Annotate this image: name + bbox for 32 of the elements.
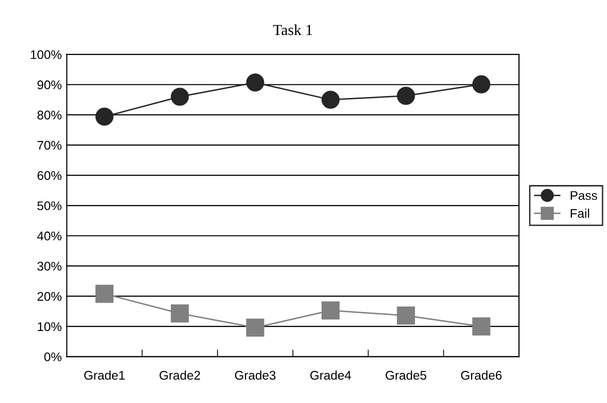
y-tick-label: 100% [30, 50, 62, 60]
y-tick-label: 90% [37, 80, 62, 90]
point [246, 318, 264, 337]
x-tick-label: Grade4 [310, 370, 352, 380]
y-tick-label: 70% [38, 140, 62, 150]
point [322, 301, 340, 320]
point [95, 284, 114, 303]
x-tick-label: Grade3 [234, 370, 276, 380]
y-tick-label: 0% [44, 352, 62, 362]
y-tick-label: 20% [38, 292, 62, 301]
chart-title: Task 1 [273, 24, 312, 36]
y-tick-label: 50% [37, 201, 62, 210]
x-tick-label: Grade1 [84, 370, 125, 380]
point [170, 88, 189, 106]
y-tick-label: 40% [37, 232, 62, 240]
point [396, 86, 415, 105]
point [396, 306, 415, 325]
y-tick-label: 30% [37, 262, 62, 271]
y-tick-label: 60% [38, 171, 62, 180]
point [246, 73, 264, 92]
point [472, 317, 490, 336]
point [170, 304, 189, 322]
x-tick-label: Grade6 [461, 370, 502, 380]
point [95, 108, 114, 126]
point [322, 90, 340, 109]
y-tick-label: 10% [38, 322, 62, 332]
y-tick-label: 80% [37, 110, 62, 120]
legend-label: Fail [570, 208, 590, 218]
legend-label: Pass [570, 191, 598, 200]
x-tick-label: Grade5 [386, 370, 426, 380]
point [472, 75, 490, 94]
x-tick-label: Grade2 [160, 370, 200, 380]
